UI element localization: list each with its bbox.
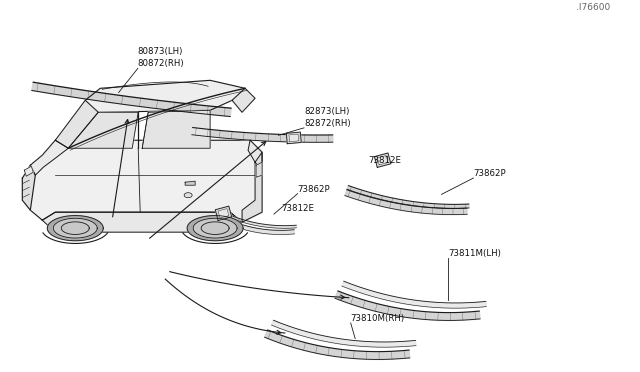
Polygon shape — [68, 112, 138, 148]
Polygon shape — [335, 291, 480, 320]
Polygon shape — [22, 165, 35, 210]
Text: 80873(LH): 80873(LH) — [138, 47, 183, 56]
Polygon shape — [242, 152, 262, 222]
Polygon shape — [53, 218, 97, 238]
Text: 82872(RH): 82872(RH) — [304, 119, 351, 128]
Polygon shape — [265, 330, 410, 359]
Polygon shape — [215, 206, 232, 221]
Polygon shape — [271, 320, 416, 347]
Polygon shape — [232, 88, 255, 112]
Polygon shape — [347, 186, 469, 208]
Text: 73812E: 73812E — [368, 156, 401, 165]
Polygon shape — [32, 82, 231, 116]
Polygon shape — [218, 209, 229, 218]
Polygon shape — [223, 212, 296, 228]
Polygon shape — [342, 281, 486, 308]
Polygon shape — [24, 166, 33, 176]
Polygon shape — [256, 162, 262, 177]
Polygon shape — [47, 216, 103, 241]
Polygon shape — [30, 140, 262, 222]
Polygon shape — [55, 100, 99, 148]
Polygon shape — [286, 132, 301, 144]
Text: .I76600: .I76600 — [576, 3, 610, 12]
Polygon shape — [201, 222, 229, 234]
Text: 73812E: 73812E — [282, 204, 315, 213]
Polygon shape — [142, 110, 210, 148]
Polygon shape — [30, 140, 68, 175]
Polygon shape — [193, 218, 237, 238]
Polygon shape — [185, 181, 195, 185]
Text: 73862P: 73862P — [298, 185, 330, 195]
Polygon shape — [187, 216, 243, 241]
Text: 73811M(LH): 73811M(LH) — [448, 248, 500, 257]
Polygon shape — [85, 80, 245, 112]
Ellipse shape — [184, 193, 192, 198]
Polygon shape — [42, 212, 242, 232]
Polygon shape — [192, 128, 333, 142]
Polygon shape — [374, 153, 391, 167]
Polygon shape — [220, 217, 294, 234]
Text: 73862P: 73862P — [474, 169, 506, 178]
Polygon shape — [248, 140, 262, 170]
Polygon shape — [345, 190, 467, 215]
Text: 73810M(RH): 73810M(RH) — [351, 314, 405, 323]
Polygon shape — [378, 155, 388, 165]
Text: 80872(RH): 80872(RH) — [138, 59, 184, 68]
Text: 82873(LH): 82873(LH) — [304, 107, 349, 116]
Polygon shape — [61, 222, 89, 234]
Polygon shape — [289, 134, 299, 142]
